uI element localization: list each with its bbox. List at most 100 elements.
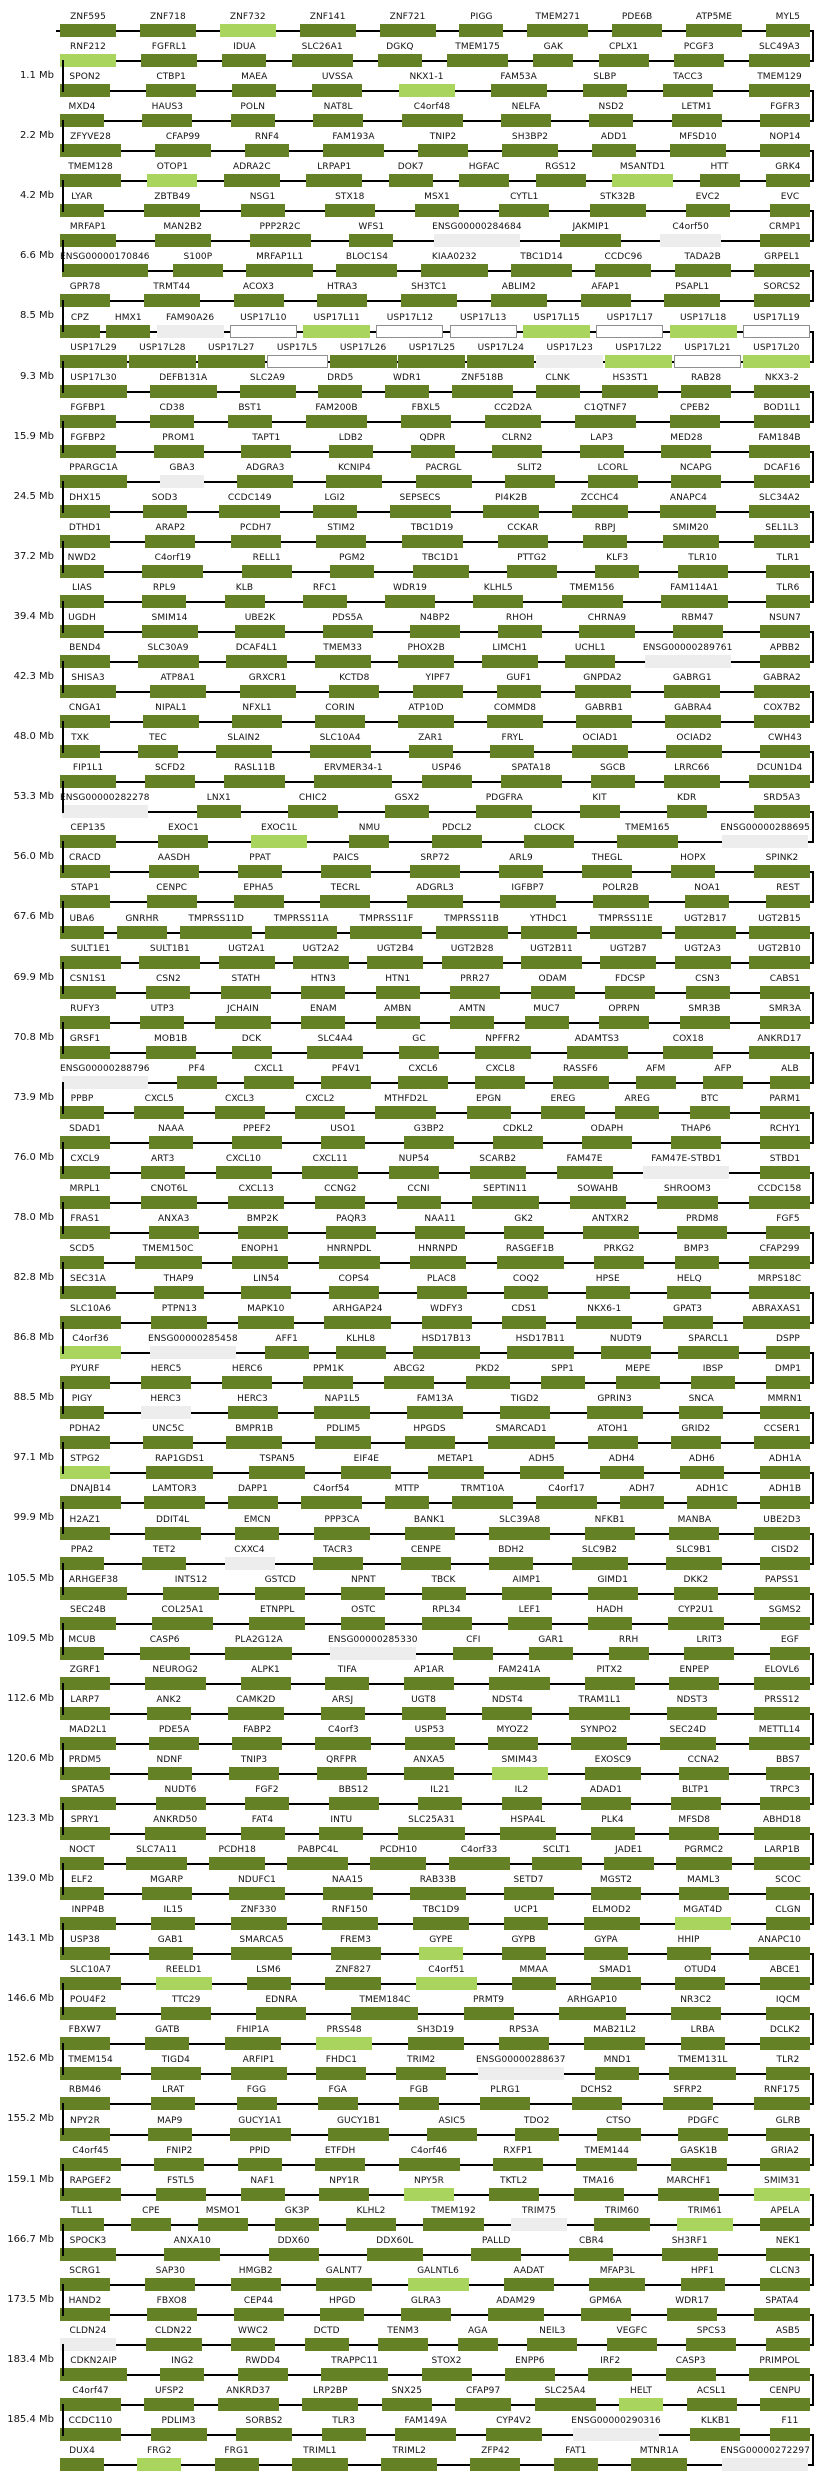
gene-item: UGT2A1 (218, 944, 275, 969)
gene-item: USP17L18 (669, 312, 737, 338)
gene-label: PAPSS1 (764, 1574, 800, 1585)
gene-label: CXCL8 (485, 1063, 516, 1074)
gene-item: MFSD10 (670, 132, 726, 158)
gene-box (754, 1676, 810, 1690)
gene-item: OTUD4 (675, 1965, 726, 1991)
chromosome-backbone-segment (62, 991, 814, 994)
gene-label: NUDT9 (609, 1334, 642, 1345)
gene-box (396, 2067, 447, 2081)
gene-item: NDST3 (667, 1695, 718, 1720)
gene-label: PRR27 (460, 973, 491, 984)
gene-box (128, 354, 196, 368)
gene-box (219, 504, 281, 518)
gene-box (576, 715, 632, 729)
gene-item: ABCE1 (760, 1965, 810, 1991)
gene-item: YTHDC1 (520, 914, 577, 939)
gene-box (535, 174, 586, 188)
gene-box (407, 1406, 463, 1420)
gene-item: GIMD1 (587, 1575, 638, 1600)
gene-label: TRMT44 (153, 282, 191, 293)
gene-item: ABCG2 (384, 1364, 435, 1390)
mb-position-label: 4.2 Mb (19, 190, 54, 201)
gene-item: MUC7 (524, 1004, 569, 1029)
gene-item: GSX2 (385, 793, 430, 819)
gene-label: ABCG2 (393, 1364, 426, 1375)
gene-label: PDGFRA (485, 793, 523, 804)
gene-label: FAM149A (404, 2416, 447, 2426)
gene-label: CORIN (325, 703, 355, 714)
gene-label: HHIP (677, 1935, 700, 1946)
gene-row: PRDM5 NDNF TNIP3 QRFPR ANXA5 SMIM43 EXOSC9 CCNA… (60, 1755, 810, 1780)
gene-item: CWH43 (760, 733, 810, 759)
gene-label: NOA1 (694, 883, 721, 894)
gene-label: USP17L18 (679, 312, 727, 323)
gene-item: TMEM128 (60, 162, 121, 188)
gene-item: LRP2BP (302, 2386, 359, 2411)
gene-label: G3BP2 (413, 1123, 445, 1134)
gene-item: LDB2 (328, 433, 373, 458)
gene-item: CYP4V2 (485, 2416, 542, 2441)
chromosome-backbone-segment (62, 1111, 814, 1114)
gene-label: NSG1 (249, 192, 276, 203)
gene-item: TLR3 (321, 2416, 366, 2441)
gene-box (176, 1075, 217, 1089)
gene-item: JADE1 (603, 1845, 654, 1871)
gene-box (232, 1256, 288, 1270)
gene-box (582, 1135, 632, 1149)
gene-label: FHDC1 (325, 2055, 358, 2066)
gene-item: SPRY1 (60, 1815, 110, 1840)
gene-item: USP53 (404, 1725, 455, 1750)
gene-item: HSD17B11 (506, 1334, 574, 1360)
gene-label: ATP5ME (695, 12, 733, 22)
gene-box (237, 474, 294, 488)
gene-item: CXCL13 (228, 1184, 285, 1209)
gene-box (410, 444, 455, 458)
gene-label: PPEF2 (243, 1123, 271, 1134)
gene-label: C4orf46 (410, 2145, 448, 2156)
gene-box (60, 1706, 110, 1720)
gene-row: FRAS1 ANXA3 BMP2K PAQR3 NAA11 GK2 ANTXR2 PRDM8 F… (60, 1214, 810, 1239)
gene-item: NDUFC1 (229, 1875, 285, 1901)
gene-box (312, 1556, 363, 1570)
gene-label: PCDH18 (218, 1845, 256, 1856)
gene-item: CBR4 (569, 2236, 614, 2261)
gene-label: LETM1 (681, 102, 712, 113)
gene-box (401, 1556, 451, 1570)
gene-box (679, 1406, 724, 1420)
gene-label: DMP1 (774, 1364, 802, 1375)
gene-label: NAP1L5 (324, 1394, 360, 1405)
gene-box (663, 1045, 714, 1059)
gene-label: SEC31A (70, 1274, 106, 1285)
gene-box (60, 2337, 116, 2351)
gene-label: FSTL5 (167, 2175, 195, 2186)
gene-item: MAPK10 (237, 1304, 294, 1330)
gene-box (527, 2337, 578, 2351)
gene-item: WWC2 (231, 2326, 276, 2351)
gene-item: DCAF4L1 (226, 643, 288, 669)
gene-item: MARCHF1 (658, 2176, 720, 2201)
gene-label: CPEB2 (680, 402, 710, 413)
gene-box (770, 1075, 810, 1089)
gene-label: HELQ (676, 1274, 702, 1285)
gene-box (141, 1195, 198, 1209)
gene-item: MEPE (615, 1364, 660, 1390)
gene-box (144, 1827, 206, 1840)
gene-item: AADAT (503, 2266, 554, 2291)
gene-item: ENSG00000288695 (720, 823, 810, 849)
gene-label: TMEM165 (625, 823, 670, 834)
gene-item: PCGF3 (673, 42, 724, 68)
gene-box (748, 54, 810, 68)
gene-item: RAPGEF2 (60, 2176, 121, 2201)
gene-item: PPEF2 (232, 1124, 282, 1149)
left-connector-line (62, 841, 64, 874)
gene-box (238, 865, 282, 879)
gene-box (60, 745, 100, 759)
gene-label: TMA16 (582, 2175, 615, 2186)
gene-box (501, 1947, 546, 1961)
gene-item: NKX6-1 (576, 1304, 633, 1330)
gene-label: HTRA3 (326, 282, 358, 293)
gene-label: PALLD (481, 2235, 511, 2246)
gene-item: USP17L24 (467, 343, 535, 368)
chromosome-backbone-segment (62, 2403, 814, 2406)
gene-item: SCFD2 (145, 763, 196, 789)
